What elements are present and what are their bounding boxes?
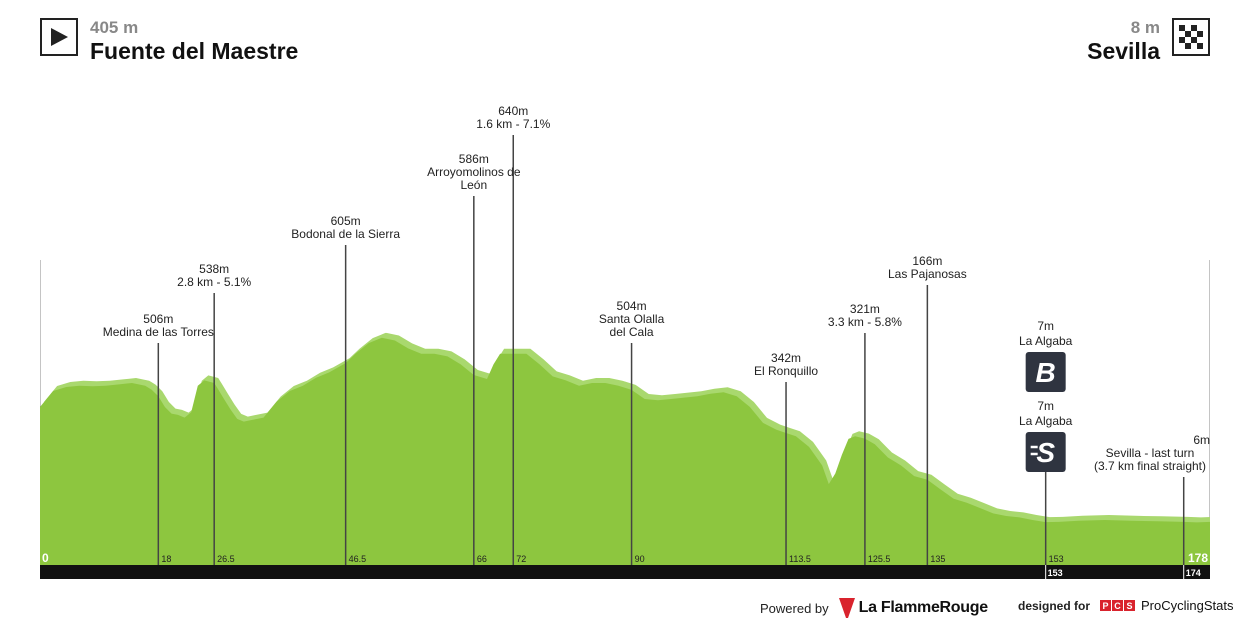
- km-tick-label: 113.5: [789, 554, 811, 564]
- start-name: Fuente del Maestre: [90, 38, 299, 64]
- designed-for: designed for P C S ProCyclingStats: [1018, 598, 1234, 613]
- intermediate-sprint-icon: [1025, 432, 1066, 472]
- play-flag-icon: [40, 18, 78, 56]
- bonus-sprint-icon-letter: B: [1036, 357, 1056, 388]
- pcs-logo-icon: P C S: [1100, 600, 1136, 611]
- intermediate-sprint-icon-letter: S: [1036, 437, 1055, 468]
- chart-mask-left: [0, 0, 40, 565]
- km-tick-label: 46.5: [349, 554, 367, 564]
- powered-by: Powered by La FlammeRouge: [760, 598, 988, 618]
- marker-label: León: [460, 178, 487, 192]
- marker-altitude: 321m: [850, 302, 880, 316]
- marker-label: Bodonal de la Sierra: [291, 227, 400, 241]
- designed-for-label: designed for: [1018, 598, 1091, 613]
- marker-altitude: 506m: [143, 312, 173, 326]
- marker-label: Medina de las Torres: [103, 325, 214, 339]
- bar-km-label: 153: [1048, 568, 1063, 578]
- marker-altitude: 166m: [912, 254, 942, 268]
- elevation-profile-chart: 002002004004006006008008000178153174506m…: [0, 0, 1250, 579]
- km-tick-label: 125.5: [868, 554, 891, 564]
- pcs-letter-s: S: [1124, 600, 1136, 611]
- finish-altitude: 8 m: [1130, 18, 1160, 37]
- bonus-sprint-icon: [1025, 352, 1066, 392]
- marker-label: Arroyomolinos de: [427, 165, 521, 179]
- marker-altitude: 586m: [459, 152, 489, 166]
- finish-header: 8 m Sevilla: [1087, 18, 1210, 64]
- marker-label: Las Pajanosas: [888, 267, 967, 281]
- marker-label: El Ronquillo: [754, 364, 818, 378]
- marker-altitude: 504m: [617, 299, 647, 313]
- pcs-letter-p: P: [1100, 600, 1112, 611]
- km-tick-label: 72: [516, 554, 526, 564]
- distance-bar: [40, 565, 1210, 579]
- flamme-rouge-logo-icon: [838, 598, 855, 618]
- marker-altitude: 6m: [1193, 433, 1210, 447]
- marker-label: 1.6 km - 7.1%: [476, 117, 550, 131]
- bar-km-label: 174: [1186, 568, 1201, 578]
- marker-label: Santa Olalla: [599, 312, 665, 326]
- marker-label: La Algaba: [1019, 414, 1073, 428]
- start-header: 405 m Fuente del Maestre: [40, 18, 298, 64]
- marker-label: del Cala: [610, 325, 654, 339]
- marker-altitude: 7m: [1037, 399, 1054, 413]
- checkered-flag-icon: [1172, 18, 1210, 56]
- finish-name: Sevilla: [1087, 38, 1160, 64]
- marker-altitude: 342m: [771, 351, 801, 365]
- flamme-rouge-brand: La FlammeRouge: [858, 599, 988, 616]
- marker-altitude: 7m: [1037, 319, 1054, 333]
- marker-label: La Algaba: [1019, 334, 1073, 348]
- marker-label: 3.3 km - 5.8%: [828, 315, 902, 329]
- marker-label: Sevilla - last turn: [1106, 446, 1195, 460]
- chart-mask-right: [1210, 0, 1250, 565]
- km-tick-label: 18: [161, 554, 171, 564]
- marker-altitude: 605m: [331, 214, 361, 228]
- marker-label: 2.8 km - 5.1%: [177, 275, 251, 289]
- km-tick-label: 135: [930, 554, 945, 564]
- start-km-label: 0: [42, 551, 49, 565]
- km-tick-label: 153: [1049, 554, 1064, 564]
- start-altitude: 405 m: [90, 18, 139, 37]
- km-tick-label: 26.5: [217, 554, 235, 564]
- marker-altitude: 538m: [199, 262, 229, 276]
- pcs-brand: ProCyclingStats: [1141, 598, 1234, 613]
- km-tick-label: 66: [477, 554, 487, 564]
- finish-km-label: 178: [1188, 551, 1208, 565]
- km-tick-label: 90: [635, 554, 645, 564]
- pcs-letter-c: C: [1112, 600, 1124, 611]
- terrain-area: [40, 337, 1210, 565]
- powered-by-label: Powered by: [760, 600, 829, 616]
- marker-label: (3.7 km final straight): [1094, 459, 1206, 473]
- marker-altitude: 640m: [498, 104, 528, 118]
